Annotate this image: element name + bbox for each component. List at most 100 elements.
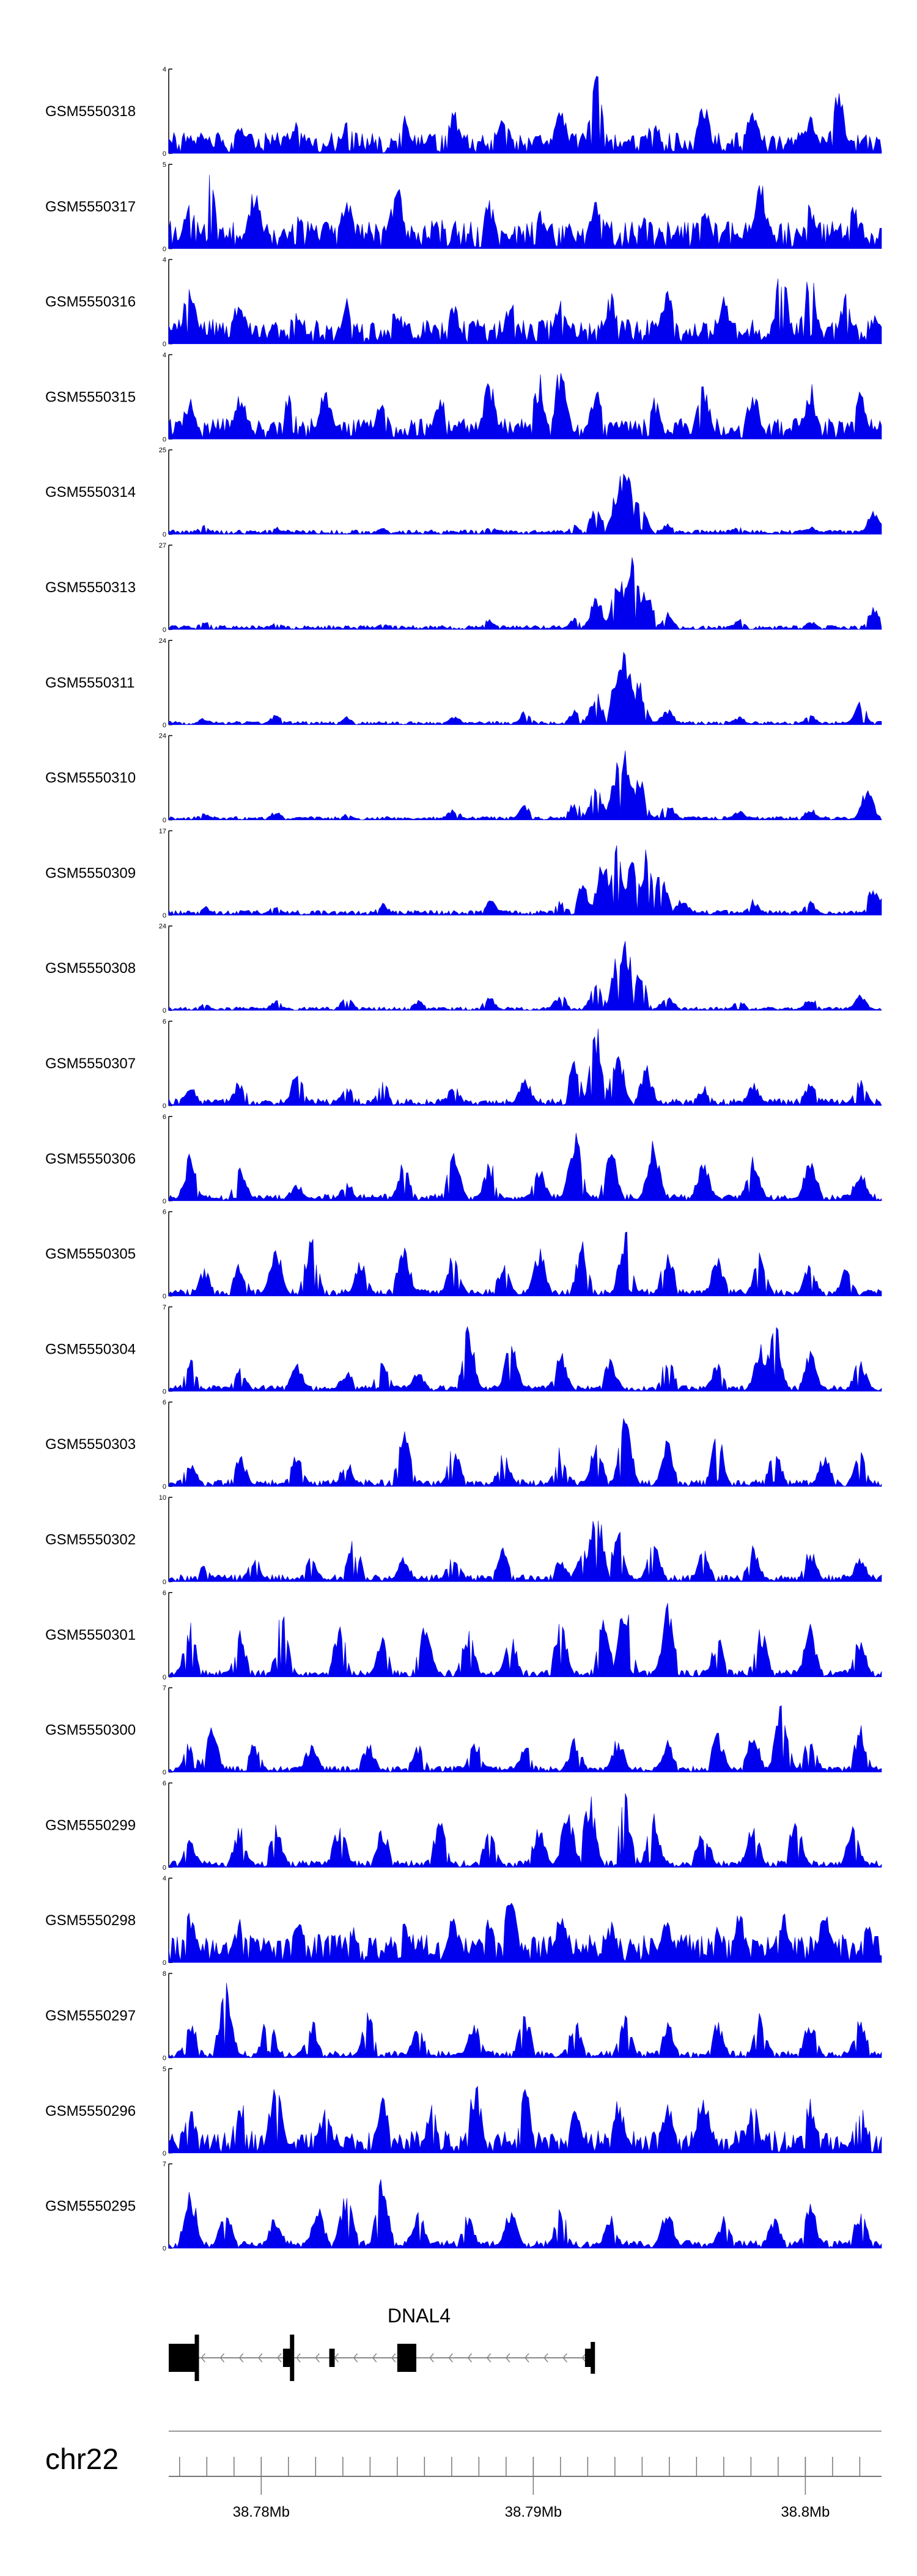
exon [329, 2349, 335, 2367]
track-y-max-label: 6 [163, 1399, 166, 1406]
track-label: GSM5550316 [45, 294, 136, 310]
strand-arrow [315, 2353, 320, 2363]
track-y-max-label: 6 [163, 1209, 166, 1216]
track-y-max-label: 24 [159, 923, 166, 930]
track-y-min-label: 0 [163, 1674, 166, 1681]
track: GSM5550297 8 0 [45, 1970, 882, 2062]
strand-arrow [467, 2353, 473, 2363]
coverage-area [168, 473, 882, 535]
track-y-min-label: 0 [163, 246, 166, 253]
track-label: GSM5550310 [45, 770, 136, 787]
coverage-area [168, 2085, 882, 2154]
strand-arrow [353, 2353, 358, 2363]
track-label: GSM5550297 [45, 2008, 136, 2024]
track-label: GSM5550299 [45, 1817, 136, 1833]
track-y-min-label: 0 [163, 2055, 166, 2062]
track: GSM5550303 6 0 [45, 1399, 882, 1491]
track-y-max-label: 6 [163, 1780, 166, 1787]
track-label: GSM5550295 [45, 2198, 136, 2215]
track-y-max-label: 6 [163, 1018, 166, 1026]
genome-axis-layer: chr22 38.78Mb 38.79Mb 38.8Mb [45, 2431, 882, 2520]
track-y-min-label: 0 [163, 1103, 166, 1110]
strand-arrow [429, 2353, 434, 2363]
track-label: GSM5550304 [45, 1341, 136, 1357]
track-y-max-label: 6 [163, 1590, 166, 1597]
coverage-area [168, 1418, 882, 1487]
exon [169, 2344, 196, 2372]
track-label: GSM5550313 [45, 579, 136, 596]
track-y-min-label: 0 [163, 531, 166, 538]
track: GSM5550298 4 0 [45, 1875, 882, 1967]
track-y-max-label: 7 [163, 1685, 166, 1692]
chromosome-label: chr22 [45, 2443, 119, 2476]
coverage-area [168, 1029, 882, 1106]
strand-arrow [257, 2353, 263, 2363]
track-y-min-label: 0 [163, 1293, 166, 1301]
coverage-area [168, 175, 882, 249]
strand-arrow [219, 2353, 225, 2363]
track-label: GSM5550309 [45, 865, 136, 881]
track: GSM5550307 6 0 [45, 1018, 882, 1110]
exon [591, 2342, 595, 2374]
strand-arrow [505, 2353, 510, 2363]
track-label: GSM5550296 [45, 2103, 136, 2119]
strand-arrow [562, 2353, 567, 2363]
strand-arrow [372, 2353, 377, 2363]
track-y-min-label: 0 [163, 1579, 166, 1586]
track-label: GSM5550307 [45, 1055, 136, 1072]
track-y-min-label: 0 [163, 150, 166, 158]
track-y-min-label: 0 [163, 722, 166, 729]
track-y-max-label: 4 [163, 1875, 166, 1882]
axis-tick-label: 38.79Mb [505, 2504, 562, 2520]
track-y-max-label: 24 [159, 637, 166, 645]
track-label: GSM5550302 [45, 1532, 136, 1548]
track: GSM5550310 24 0 [45, 733, 882, 824]
track-y-min-label: 0 [163, 2150, 166, 2157]
track-y-min-label: 0 [163, 1959, 166, 1967]
track: GSM5550318 4 0 [45, 66, 882, 158]
coverage-area [168, 1705, 882, 1773]
coverage-area [168, 1132, 882, 1202]
coverage-area [168, 845, 882, 916]
track-y-min-label: 0 [163, 1864, 166, 1871]
track-label: GSM5550301 [45, 1627, 136, 1643]
coverage-area [168, 1983, 882, 2058]
track-label: GSM5550300 [45, 1722, 136, 1739]
track-y-min-label: 0 [163, 1769, 166, 1777]
track-label: GSM5550315 [45, 389, 136, 405]
track-y-max-label: 7 [163, 2161, 166, 2168]
track-label: GSM5550311 [45, 675, 134, 691]
track-y-min-label: 0 [163, 1007, 166, 1015]
track-label: GSM5550305 [45, 1246, 136, 1263]
track: GSM5550317 5 0 [45, 161, 882, 253]
track: GSM5550304 7 0 [45, 1304, 882, 1395]
coverage-area [168, 750, 882, 820]
coverage-area [168, 76, 882, 154]
coverage-area [168, 1231, 882, 1297]
track-y-min-label: 0 [163, 341, 166, 348]
track-y-max-label: 6 [163, 1114, 166, 1121]
track-y-min-label: 0 [163, 436, 166, 443]
exon [282, 2349, 292, 2367]
track-label: GSM5550318 [45, 103, 136, 120]
gene-name-label: DNAL4 [388, 2305, 451, 2327]
track: GSM5550316 4 0 [45, 257, 882, 348]
track: GSM5550314 25 0 [45, 447, 882, 538]
exon [194, 2335, 199, 2381]
track-y-max-label: 10 [159, 1494, 166, 1502]
track: GSM5550315 4 0 [45, 351, 882, 443]
track-y-min-label: 0 [163, 817, 166, 824]
coverage-area [168, 1793, 882, 1868]
track-y-max-label: 27 [159, 542, 166, 549]
track-y-min-label: 0 [163, 912, 166, 919]
track-label: GSM5550308 [45, 960, 136, 977]
strand-arrow [524, 2353, 529, 2363]
coverage-area [168, 1602, 882, 1678]
coverage-area [168, 651, 882, 725]
axis-tick-label: 38.8Mb [781, 2504, 830, 2520]
track-y-max-label: 5 [163, 161, 166, 169]
axis-tick-label: 38.78Mb [233, 2504, 290, 2520]
coverage-area [168, 557, 882, 630]
